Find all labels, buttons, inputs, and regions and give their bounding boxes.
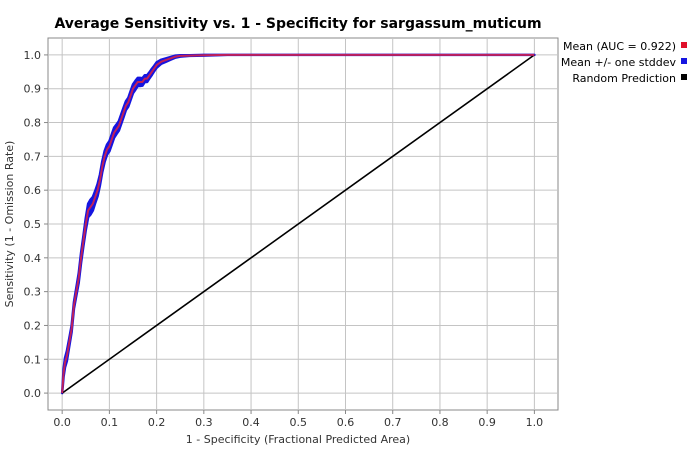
y-axis-label: Sensitivity (1 - Omission Rate): [3, 141, 16, 308]
legend-swatch-stddev: [681, 58, 687, 64]
legend-label-random: Random Prediction: [572, 72, 676, 85]
series-lines: [61, 53, 535, 394]
x-tick-label: 0.9: [478, 416, 496, 429]
x-tick-label: 1.0: [526, 416, 544, 429]
x-axis-label: 1 - Specificity (Fractional Predicted Ar…: [186, 433, 410, 446]
random-prediction-line: [61, 54, 535, 394]
y-tick-label: 0.8: [24, 117, 42, 130]
legend-swatch-random: [681, 74, 687, 80]
x-tick-label: 0.1: [101, 416, 119, 429]
x-tick-label: 0.6: [337, 416, 355, 429]
y-tick-label: 0.6: [24, 184, 42, 197]
axis-ticks: 0.0 0.1 0.2 0.3 0.4 0.5 0.6 0.7 0.8 0.9 1.0 0.0 0.1 0…: [24, 49, 544, 429]
chart-title: Average Sensitivity vs. 1 - Specificity …: [54, 16, 541, 32]
y-tick-label: 0.2: [24, 319, 42, 332]
x-tick-label: 0.7: [384, 416, 402, 429]
legend-label-stddev: Mean +/- one stddev: [561, 56, 677, 69]
y-tick-label: 0.1: [24, 353, 42, 366]
y-tick-label: 0.3: [24, 286, 42, 299]
legend-label-mean: Mean (AUC = 0.922): [563, 40, 676, 53]
x-tick-label: 0.0: [53, 416, 71, 429]
x-tick-label: 0.5: [290, 416, 308, 429]
x-tick-label: 0.8: [431, 416, 449, 429]
y-tick-label: 0.0: [24, 387, 42, 400]
x-tick-label: 0.2: [148, 416, 166, 429]
y-tick-label: 0.9: [24, 83, 42, 96]
x-tick-label: 0.4: [242, 416, 260, 429]
y-tick-label: 0.7: [24, 150, 42, 163]
legend-swatch-mean: [681, 42, 687, 48]
x-tick-label: 0.3: [195, 416, 213, 429]
legend: Mean (AUC = 0.922) Mean +/- one stddev R…: [561, 40, 687, 85]
mean-roc-line: [61, 53, 535, 394]
y-tick-label: 0.4: [24, 252, 42, 265]
y-tick-label: 0.5: [24, 218, 42, 231]
y-tick-label: 1.0: [24, 49, 42, 62]
